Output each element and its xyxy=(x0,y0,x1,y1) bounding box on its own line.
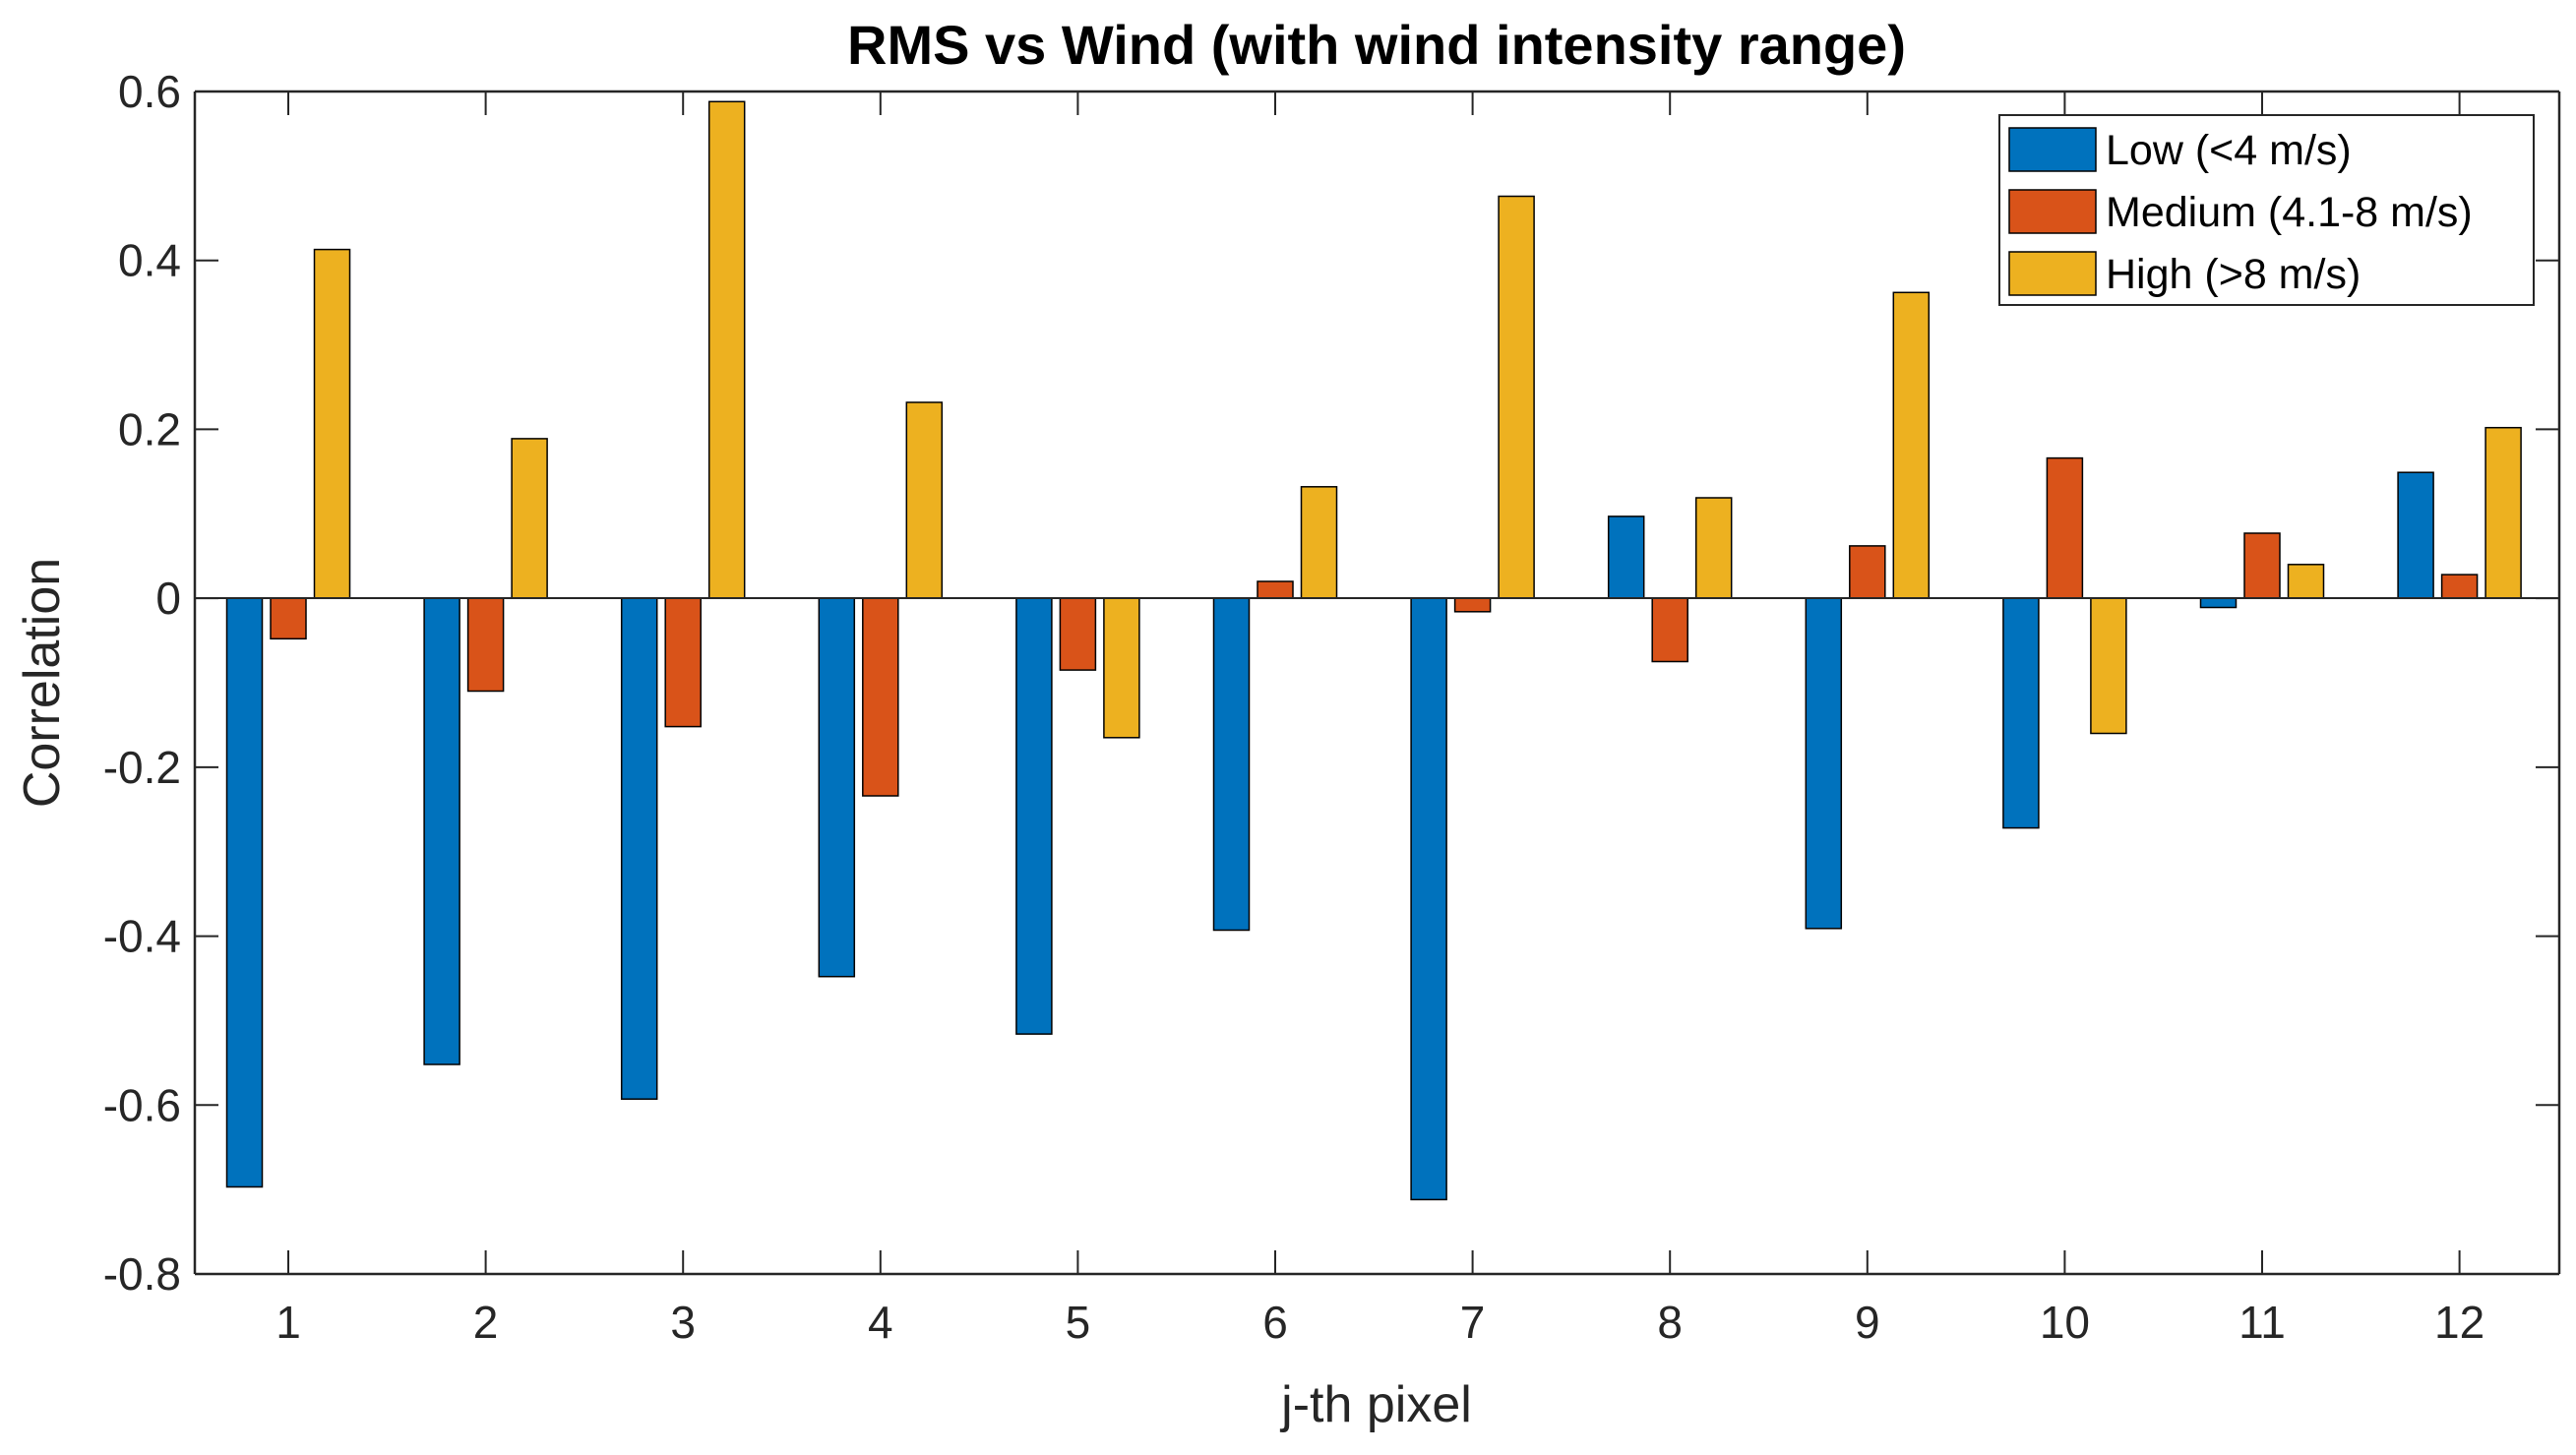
bar-low-pixel-9 xyxy=(1805,597,1843,930)
y-tick-label: 0 xyxy=(155,573,181,624)
legend-swatch-high xyxy=(2008,251,2097,296)
x-tick-label: 9 xyxy=(1855,1297,1880,1348)
chart-title: RMS vs Wind (with wind intensity range) xyxy=(847,14,1906,76)
y-tick-label: 0.2 xyxy=(118,403,181,455)
bar-high-pixel-6 xyxy=(1300,486,1338,599)
bar-medium-pixel-12 xyxy=(2440,574,2479,599)
y-tick-label: -0.4 xyxy=(103,911,181,962)
legend-label-medium: Medium (4.1-8 m/s) xyxy=(2106,189,2473,236)
bar-low-pixel-1 xyxy=(225,597,264,1188)
bar-medium-pixel-1 xyxy=(270,597,307,640)
x-tick-label: 5 xyxy=(1066,1297,1091,1348)
bar-medium-pixel-11 xyxy=(2243,532,2281,599)
bar-medium-pixel-7 xyxy=(1453,597,1492,613)
bar-high-pixel-1 xyxy=(313,248,351,599)
bar-low-pixel-4 xyxy=(818,597,856,978)
x-tick-label: 1 xyxy=(276,1297,301,1348)
bar-low-pixel-7 xyxy=(1410,597,1447,1201)
bar-high-pixel-2 xyxy=(511,438,548,599)
legend-label-high: High (>8 m/s) xyxy=(2106,251,2361,298)
bar-low-pixel-6 xyxy=(1212,597,1251,932)
bar-medium-pixel-3 xyxy=(664,597,702,728)
bar-medium-pixel-2 xyxy=(466,597,505,693)
bar-low-pixel-12 xyxy=(2397,471,2434,599)
x-tick-label: 12 xyxy=(2434,1297,2484,1348)
bar-low-pixel-11 xyxy=(2199,597,2238,609)
x-tick-label: 6 xyxy=(1262,1297,1288,1348)
bar-low-pixel-3 xyxy=(620,597,658,1100)
y-tick-label: -0.2 xyxy=(103,742,181,793)
bar-medium-pixel-10 xyxy=(2046,456,2084,599)
bar-medium-pixel-5 xyxy=(1059,597,1097,671)
y-axis-label: Correlation xyxy=(14,558,71,808)
y-tick-label: -0.6 xyxy=(103,1079,181,1130)
x-tick-label: 3 xyxy=(670,1297,696,1348)
bar-high-pixel-10 xyxy=(2090,597,2127,735)
bar-high-pixel-4 xyxy=(905,401,944,599)
bar-high-pixel-7 xyxy=(1498,195,1535,599)
bar-medium-pixel-8 xyxy=(1651,597,1688,663)
bar-high-pixel-8 xyxy=(1694,497,1733,599)
legend: Low (<4 m/s) Medium (4.1-8 m/s) High (>8… xyxy=(1998,114,2535,306)
bar-high-pixel-9 xyxy=(1892,291,1931,599)
bar-low-pixel-8 xyxy=(1607,515,1645,599)
legend-label-low: Low (<4 m/s) xyxy=(2106,127,2352,174)
axes-frame xyxy=(193,90,2561,1276)
bar-low-pixel-10 xyxy=(2002,597,2040,829)
x-tick-label: 10 xyxy=(2040,1297,2090,1348)
y-tick-label: 0.6 xyxy=(118,66,181,117)
x-tick-label: 7 xyxy=(1460,1297,1486,1348)
x-tick-label: 8 xyxy=(1657,1297,1683,1348)
x-tick-label: 2 xyxy=(473,1297,499,1348)
bar-medium-pixel-4 xyxy=(862,597,899,797)
legend-swatch-medium xyxy=(2008,189,2097,234)
bar-medium-pixel-9 xyxy=(1849,545,1886,599)
bar-medium-pixel-6 xyxy=(1257,580,1294,599)
bar-low-pixel-2 xyxy=(423,597,460,1065)
legend-swatch-low xyxy=(2008,127,2097,172)
bar-high-pixel-12 xyxy=(2484,426,2522,599)
bar-high-pixel-11 xyxy=(2287,564,2325,599)
bar-high-pixel-5 xyxy=(1103,597,1140,739)
x-tick-label: 11 xyxy=(2239,1297,2286,1348)
bars-layer xyxy=(225,100,2522,1201)
x-axis-label: j-th pixel xyxy=(1279,1376,1472,1433)
y-tick-label: 0.4 xyxy=(118,235,181,286)
bar-low-pixel-5 xyxy=(1015,597,1053,1035)
y-tick-label: -0.8 xyxy=(103,1248,181,1300)
ticks-layer: -0.8-0.6-0.4-0.200.20.40.61 2 3 4 5 6 7 8 9 10 11 1… xyxy=(103,66,2559,1348)
x-tick-label: 4 xyxy=(868,1297,893,1348)
bar-high-pixel-3 xyxy=(707,100,746,599)
